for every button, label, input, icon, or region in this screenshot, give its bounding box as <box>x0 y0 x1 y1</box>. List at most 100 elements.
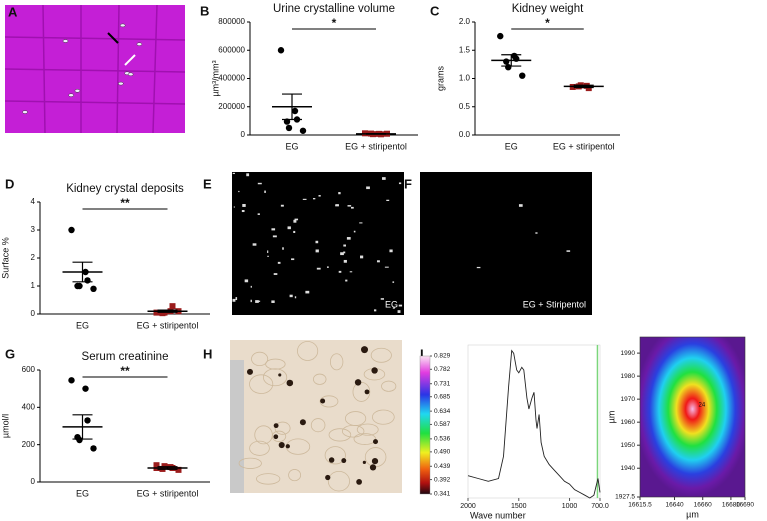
crystal <box>293 219 297 223</box>
x-axis-label: µm <box>686 509 699 519</box>
y-axis-label: µm <box>606 411 616 424</box>
deposit <box>371 367 378 374</box>
crystal <box>347 205 352 207</box>
y-axis-label: µmol/l <box>0 414 10 438</box>
colorbar <box>419 355 431 495</box>
deposit <box>371 458 379 465</box>
crystal <box>294 296 297 299</box>
tubule <box>329 353 344 371</box>
crystal <box>257 213 260 215</box>
significance: ** <box>120 364 130 378</box>
panel-label: A <box>8 4 18 19</box>
crystal <box>273 273 278 275</box>
y-axis-label: Surface % <box>0 237 10 279</box>
tubule <box>256 473 281 485</box>
grid-mesh <box>4 68 186 73</box>
crystal <box>566 250 571 252</box>
colorbar-label: 0.439 <box>434 463 451 470</box>
data-point <box>153 309 160 316</box>
chart-title: Serum creatinine <box>82 351 169 363</box>
crystal <box>518 204 523 207</box>
data-point <box>76 436 83 444</box>
crystal <box>118 81 124 86</box>
tubule <box>265 358 286 370</box>
crystal <box>398 182 402 185</box>
y-tick-label: 1927.5 <box>615 494 635 501</box>
x-tick-label: 700.0 <box>591 503 609 510</box>
crystal <box>127 72 134 77</box>
crystal <box>338 270 342 273</box>
tubule <box>353 433 377 445</box>
crystal <box>338 192 341 195</box>
crystal <box>316 267 321 270</box>
panel-label: D <box>5 176 14 191</box>
deposit <box>278 442 285 449</box>
tubule <box>370 347 392 363</box>
deposit <box>361 346 368 354</box>
panel-label: E <box>203 176 212 191</box>
crystal <box>235 297 238 301</box>
crystal <box>136 42 143 46</box>
crystal <box>267 255 269 257</box>
grid-mesh <box>116 4 120 134</box>
data-point <box>84 417 91 424</box>
data-point <box>497 32 504 40</box>
colorbar-label: 0.587 <box>434 421 451 428</box>
crystal <box>233 206 235 208</box>
arrow <box>124 54 136 66</box>
crystal <box>68 93 74 97</box>
grid-mesh <box>4 36 186 41</box>
x-tick-label: 16640 <box>665 502 683 509</box>
y-tick-label: 2 <box>31 253 36 262</box>
deposit <box>362 460 366 464</box>
tubule <box>310 418 326 433</box>
crystal <box>315 249 319 253</box>
panel-label: B <box>200 3 209 18</box>
crystal <box>282 247 284 250</box>
crystal <box>119 23 126 28</box>
panel-label: I <box>420 346 424 361</box>
tubule <box>297 341 319 361</box>
data-point <box>68 377 75 384</box>
grid-mesh <box>152 4 158 134</box>
crystal <box>74 89 81 93</box>
chart-title: Kidney crystal deposits <box>66 183 184 195</box>
panel-label: F <box>404 176 412 191</box>
tubule <box>328 428 352 442</box>
image-caption: EG <box>385 299 398 309</box>
x-tick-label: 16660 <box>694 502 712 509</box>
x-tick-label: 16680 <box>722 502 740 509</box>
crystal <box>359 222 363 224</box>
y-tick-label: 600000 <box>218 45 245 54</box>
chart-title: Urine crystalline volume <box>273 3 395 15</box>
colorbar-label: 0.731 <box>434 380 451 387</box>
tubule <box>356 423 379 436</box>
crystal <box>392 307 395 309</box>
colorbar-label: 0.341 <box>434 491 451 498</box>
y-tick-label: 0.5 <box>459 102 471 111</box>
deposit <box>286 380 293 386</box>
y-tick-label: 600 <box>22 365 36 374</box>
grid-mesh <box>4 100 186 105</box>
crystal <box>277 261 281 264</box>
plot-area <box>467 344 601 499</box>
crystal <box>264 190 266 193</box>
deposit <box>285 444 290 449</box>
y-tick-label: 0 <box>241 130 246 139</box>
colorbar-label: 0.490 <box>434 449 451 456</box>
crystal <box>257 182 262 185</box>
y-tick-label: 1960 <box>621 419 636 426</box>
crystal <box>271 300 275 303</box>
x-tick-label: EG + stiripentol <box>345 141 407 151</box>
tubule <box>249 374 274 394</box>
data-point <box>519 72 526 79</box>
crystal <box>326 266 329 268</box>
data-point <box>285 124 293 132</box>
crystal <box>376 260 380 263</box>
data-point <box>90 285 97 292</box>
y-tick-label: 1.0 <box>459 74 471 83</box>
crystal <box>384 266 389 268</box>
y-tick-label: 4 <box>31 197 36 206</box>
crystal <box>366 186 370 190</box>
